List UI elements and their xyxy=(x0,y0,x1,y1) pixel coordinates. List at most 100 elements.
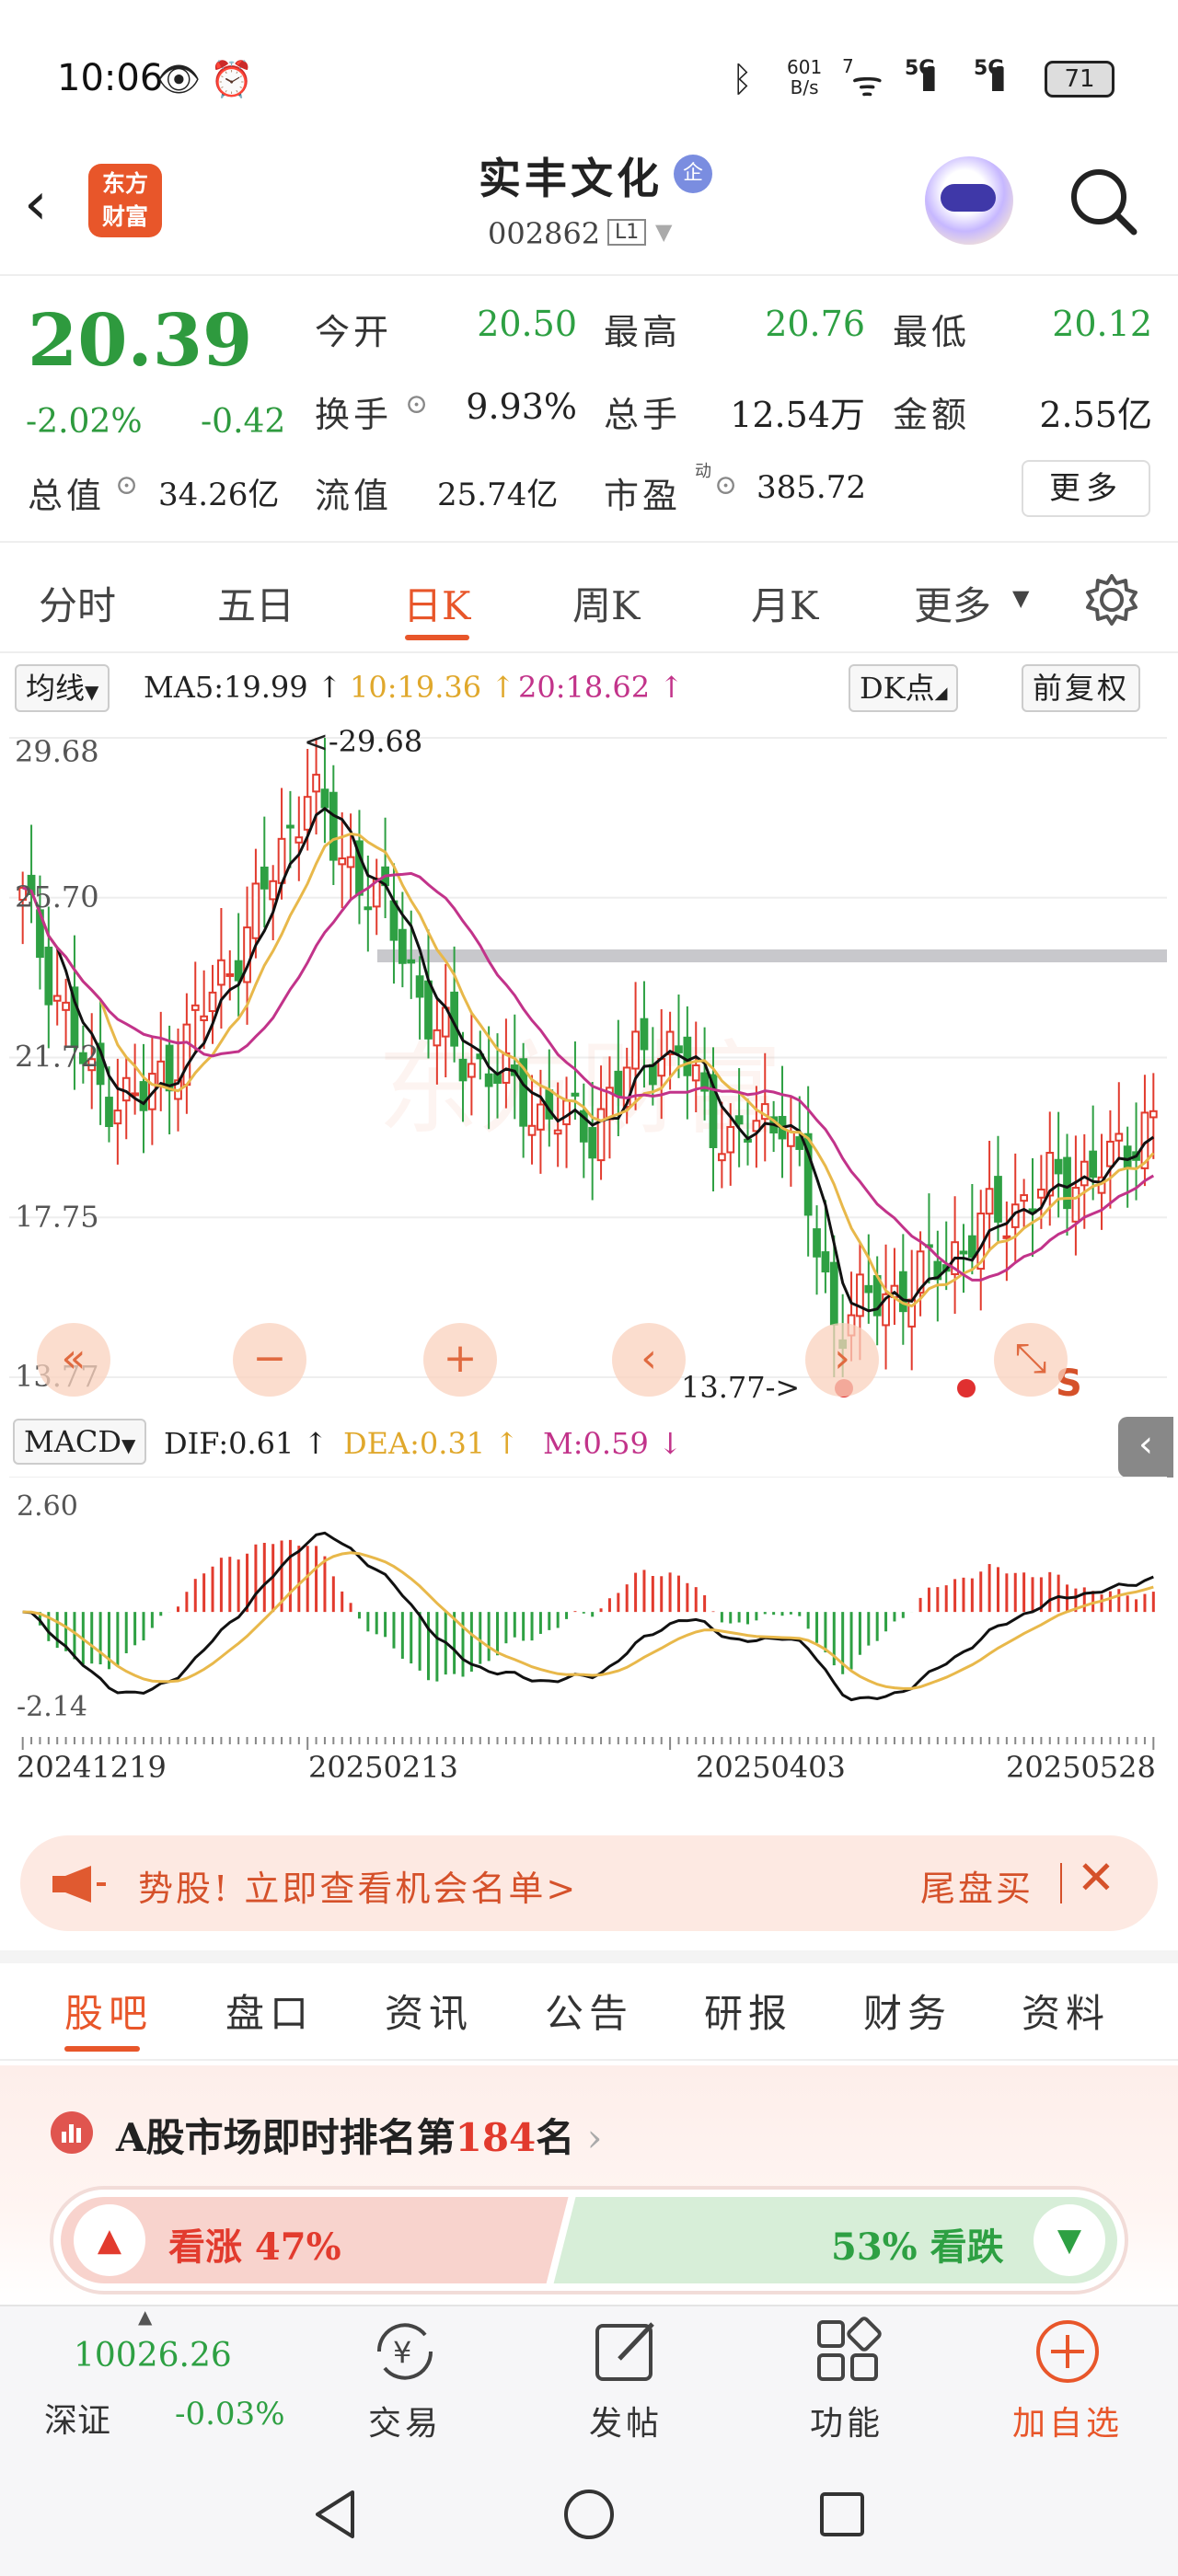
candle-up xyxy=(269,880,278,901)
apps-grid-icon[interactable] xyxy=(814,2317,882,2385)
tab-guba[interactable]: 股吧 xyxy=(64,1991,154,2036)
nav-post[interactable]: 发帖 xyxy=(589,2405,664,2443)
candle-down xyxy=(234,960,243,982)
chevron-down-icon[interactable]: ▼ xyxy=(655,219,673,245)
candle-up xyxy=(1002,1235,1011,1239)
bullish-button[interactable]: ▲ xyxy=(74,2204,145,2276)
candle-up xyxy=(131,1092,139,1097)
add-circle-icon[interactable] xyxy=(1033,2317,1103,2386)
stat-label: 最高 xyxy=(604,312,682,352)
nav-add-watchlist[interactable]: 加自选 xyxy=(1012,2405,1124,2443)
candle-down xyxy=(933,1260,942,1281)
candle-up xyxy=(191,1004,200,1011)
candle-up xyxy=(1037,1188,1045,1199)
robot-visor-icon xyxy=(941,184,996,212)
candle-down xyxy=(813,1228,821,1258)
tab-daily-k[interactable]: 日K xyxy=(403,583,471,628)
adjust-button[interactable]: 前复权 xyxy=(1022,664,1141,712)
index-name[interactable]: 深证 xyxy=(44,2402,111,2440)
tab-finance[interactable]: 财务 xyxy=(863,1991,953,2036)
compose-icon[interactable] xyxy=(592,2317,662,2386)
broker-logo[interactable]: 东方 财富 xyxy=(88,164,162,237)
tab-profile[interactable]: 资料 xyxy=(1022,1991,1111,2036)
date-ticks xyxy=(21,1737,1155,1750)
tab-more-periods[interactable]: 更多 xyxy=(914,583,992,628)
candle-up xyxy=(294,836,304,844)
gear-icon[interactable] xyxy=(1084,572,1139,627)
nav-functions[interactable]: 功能 xyxy=(810,2405,884,2443)
market-rank[interactable]: A股市场即时排名第184名 › xyxy=(116,2115,603,2160)
back-triangle-icon[interactable] xyxy=(308,2487,364,2542)
home-circle-icon[interactable] xyxy=(561,2487,617,2542)
macd-histogram xyxy=(29,1539,1155,1682)
search-icon[interactable] xyxy=(1068,166,1139,237)
stat-label: 换手 xyxy=(315,395,393,435)
candle-up xyxy=(303,796,312,831)
candle-down xyxy=(139,1081,148,1111)
candle-up xyxy=(622,1066,631,1109)
eye-icon: 👁 xyxy=(156,59,202,99)
info-icon[interactable]: ⊙ xyxy=(115,469,139,501)
quote-panel xyxy=(0,276,1178,543)
index-change[interactable]: -0.03% xyxy=(175,2396,285,2432)
candle-down xyxy=(286,824,294,829)
scroll-right-button[interactable]: › xyxy=(805,1323,879,1397)
promo-banner[interactable] xyxy=(20,1835,1158,1931)
info-icon[interactable]: ⊙ xyxy=(405,388,429,420)
macd-chart[interactable]: 2.60 -2.14 xyxy=(9,1477,1167,1725)
recents-square-icon[interactable] xyxy=(814,2487,870,2542)
scroll-to-start-button[interactable]: « xyxy=(37,1323,110,1397)
more-stats-button[interactable]: 更多 xyxy=(1022,460,1150,517)
candle-up xyxy=(596,1108,606,1162)
wifi-badge: 7 xyxy=(842,55,854,77)
candle-down xyxy=(648,1064,657,1086)
tab-weekly-k[interactable]: 周K xyxy=(572,583,641,628)
candle-down xyxy=(458,1058,468,1082)
candle-down xyxy=(1054,1158,1063,1175)
stat-value-float-cap: 25.74亿 xyxy=(437,477,559,513)
trade-icon[interactable]: ¥ xyxy=(368,2318,442,2385)
indicator-selector[interactable]: 均线▼ xyxy=(15,664,110,712)
dk-point-button[interactable]: DK点◢ xyxy=(849,664,959,712)
tab-intraday[interactable]: 分时 xyxy=(39,583,117,628)
candle-down xyxy=(967,1235,976,1259)
tab-order-book[interactable]: 盘口 xyxy=(225,1991,315,2036)
macd-y-top: 2.60 xyxy=(17,1490,78,1523)
banner-right-text[interactable]: 尾盘买 xyxy=(920,1869,1034,1909)
candle-up xyxy=(1045,1152,1055,1197)
stock-header xyxy=(0,138,1178,276)
candle-down xyxy=(795,1136,804,1150)
macd-selector[interactable]: MACD▼ xyxy=(13,1419,147,1465)
tab-news[interactable]: 资讯 xyxy=(385,1991,474,2036)
candle-down xyxy=(821,1251,830,1273)
index-value[interactable]: 10026.26 xyxy=(74,2337,232,2375)
vote-bar xyxy=(61,2197,1117,2283)
candle-down xyxy=(683,1036,692,1076)
back-icon[interactable]: ‹ xyxy=(24,170,48,238)
pe-dynamic-mark: 动 xyxy=(695,462,711,481)
tab-research[interactable]: 研报 xyxy=(704,1991,793,2036)
candle-down xyxy=(105,1097,113,1128)
banner-text[interactable]: 势股! 立即查看机会名单> xyxy=(138,1869,579,1909)
candle-up xyxy=(251,882,260,939)
resistance-band xyxy=(377,949,1167,962)
tab-monthly-k[interactable]: 月K xyxy=(751,583,819,628)
tab-announcements[interactable]: 公告 xyxy=(545,1991,634,2036)
stat-label: 今开 xyxy=(315,312,393,352)
info-icon[interactable]: ⊙ xyxy=(714,469,738,501)
tab-five-day[interactable]: 五日 xyxy=(217,583,295,628)
nav-trade[interactable]: 交易 xyxy=(368,2405,443,2443)
enterprise-badge: 企 xyxy=(674,155,712,193)
collapse-panel-button[interactable]: ‹ xyxy=(1118,1417,1173,1478)
zoom-in-button[interactable]: + xyxy=(423,1323,497,1397)
zoom-out-button[interactable]: − xyxy=(233,1323,306,1397)
ma20-value: 20:18.62 ↑ xyxy=(518,670,685,705)
scroll-left-button[interactable]: ‹ xyxy=(612,1323,686,1397)
status-time: 10:06 xyxy=(57,57,164,99)
close-icon[interactable]: ✕ xyxy=(1077,1851,1115,1904)
stock-code[interactable]: 002862 xyxy=(488,216,601,251)
bearish-button[interactable]: ▼ xyxy=(1034,2204,1105,2276)
fullscreen-button[interactable]: ⤡ xyxy=(994,1323,1068,1397)
